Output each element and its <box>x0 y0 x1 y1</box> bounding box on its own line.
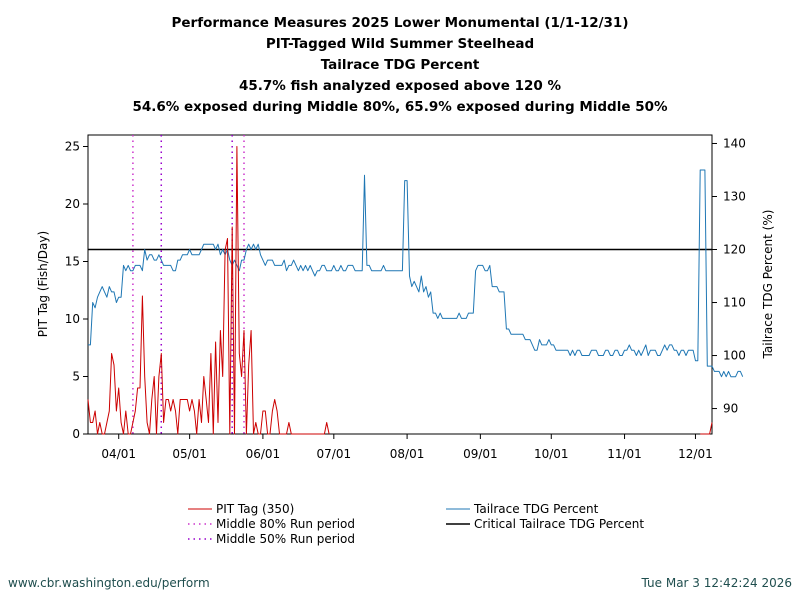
y-left-tick-label: 0 <box>72 427 80 441</box>
x-tick-label: 12/01 <box>678 447 713 461</box>
legend-label-tdg: Tailrace TDG Percent <box>473 502 599 516</box>
y-left-tick-label: 15 <box>65 255 80 269</box>
y-left-tick-label: 20 <box>65 197 80 211</box>
pit-series-line-1 <box>700 422 713 435</box>
tdg-series-line <box>88 169 744 378</box>
run-period-lines <box>132 135 245 434</box>
y-left-tick-label: 5 <box>72 370 80 384</box>
y-right-tick-label: 130 <box>723 189 746 203</box>
x-tick-label: 04/01 <box>101 447 136 461</box>
y-axis-right-title: Tailrace TDG Percent (%) <box>761 210 775 360</box>
chart-title-block: Performance Measures 2025 Lower Monument… <box>0 13 800 118</box>
x-tick-label: 10/01 <box>534 447 569 461</box>
y-right-tick-label: 120 <box>723 243 746 257</box>
y-right-tick-label: 140 <box>723 136 746 150</box>
y-right-tick-label: 100 <box>723 349 746 363</box>
legend-label-pit: PIT Tag (350) <box>216 502 294 516</box>
axes-group: 0 5 10 15 20 25 90 100 110 120 130 140 04/01 05/01 06/… <box>65 136 746 461</box>
tdg-series-group <box>88 169 744 378</box>
legend-label-mid50: Middle 50% Run period <box>216 532 355 546</box>
y-right-tick-label: 90 <box>723 402 738 416</box>
x-tick-label: 05/01 <box>172 447 207 461</box>
legend-label-mid80: Middle 80% Run period <box>216 517 355 531</box>
y-left-tick-label: 25 <box>65 140 80 154</box>
legend-label-critical: Critical Tailrace TDG Percent <box>474 517 644 531</box>
x-tick-label: 07/01 <box>317 447 352 461</box>
chart-subtitle-middle-exposure: 54.6% exposed during Middle 80%, 65.9% e… <box>132 99 668 115</box>
chart-subtitle-species: PIT-Tagged Wild Summer Steelhead <box>265 36 535 52</box>
pit-series-group <box>87 146 713 435</box>
legend: PIT Tag (350) Middle 80% Run period Midd… <box>188 502 644 546</box>
x-tick-label: 11/01 <box>607 447 642 461</box>
x-tick-label: 08/01 <box>390 447 425 461</box>
x-tick-label: 06/01 <box>246 447 281 461</box>
chart-subtitle-exposure: 45.7% fish analyzed exposed above 120 % <box>239 78 561 94</box>
chart-subtitle-measure: Tailrace TDG Percent <box>320 57 480 73</box>
pit-series-line-0 <box>87 146 330 435</box>
footer-timestamp: Tue Mar 3 12:42:24 2026 <box>641 576 792 590</box>
y-axis-left-title: PIT Tag (Fish/Day) <box>36 231 50 337</box>
chart-title: Performance Measures 2025 Lower Monument… <box>171 15 629 31</box>
y-right-tick-label: 110 <box>723 296 746 310</box>
plot-frame <box>87 134 713 435</box>
x-tick-label: 09/01 <box>463 447 498 461</box>
y-left-tick-label: 10 <box>65 312 80 326</box>
footer-url[interactable]: www.cbr.washington.edu/perform <box>8 576 210 590</box>
